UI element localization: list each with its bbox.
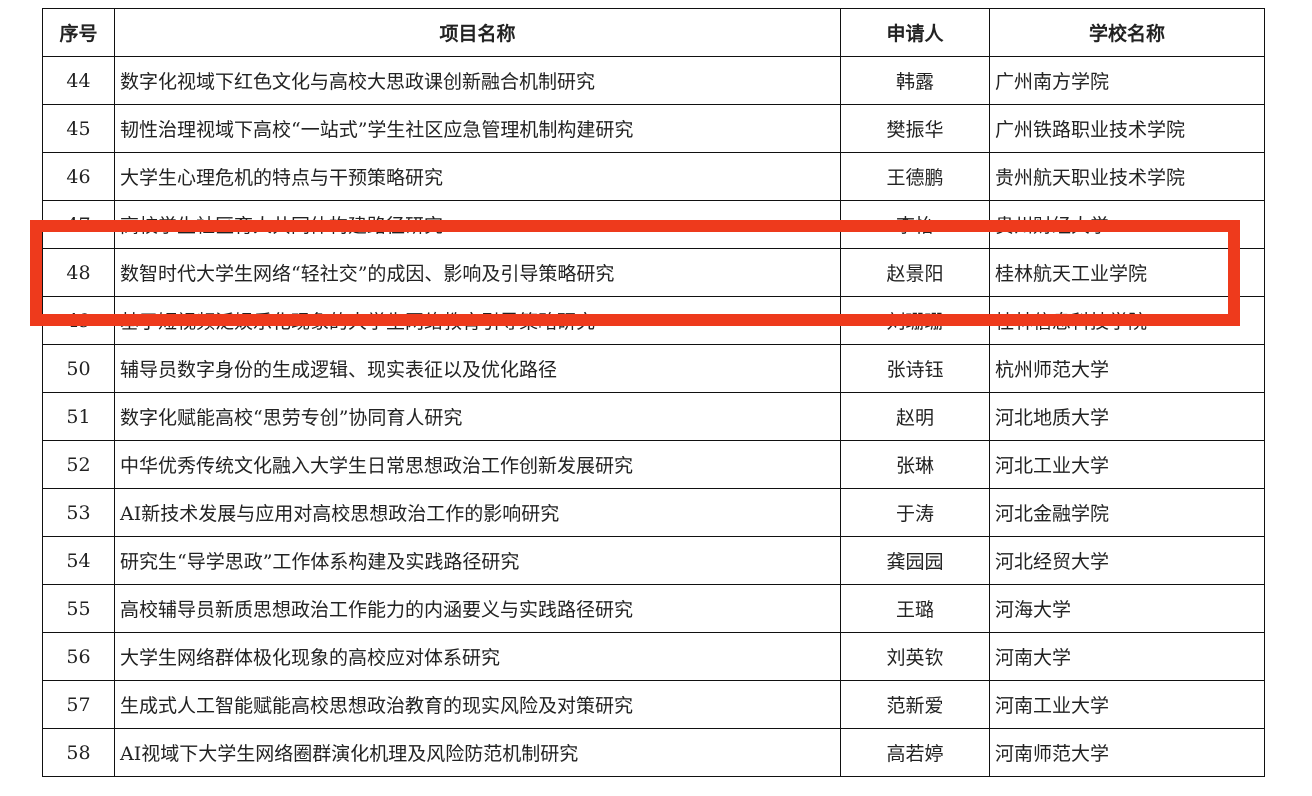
- applicant-name: 范新爱: [840, 680, 990, 729]
- table-row: 46 大学生心理危机的特点与干预策略研究 王德鹏 贵州航天职业技术学院: [42, 152, 1265, 201]
- table-row: 52 中华优秀传统文化融入大学生日常思想政治工作创新发展研究 张琳 河北工业大学: [42, 440, 1265, 489]
- project-name: 数字化视域下红色文化与高校大思政课创新融合机制研究: [114, 56, 841, 105]
- table-row: 53 AI新技术发展与应用对高校思想政治工作的影响研究 于涛 河北金融学院: [42, 488, 1265, 537]
- header-school: 学校名称: [989, 8, 1265, 57]
- table-header-row: 序号 项目名称 申请人 学校名称: [42, 8, 1265, 57]
- applicant-name: 于涛: [840, 488, 990, 537]
- row-number: 56: [42, 632, 115, 681]
- row-number: 51: [42, 392, 115, 441]
- row-number: 45: [42, 104, 115, 153]
- project-name: 高校辅导员新质思想政治工作能力的内涵要义与实践路径研究: [114, 584, 841, 633]
- school-name: 河南大学: [989, 632, 1265, 681]
- header-no: 序号: [42, 8, 115, 57]
- project-name: AI视域下大学生网络圈群演化机理及风险防范机制研究: [114, 728, 841, 777]
- table-row: 54 研究生“导学思政”工作体系构建及实践路径研究 龚园园 河北经贸大学: [42, 536, 1265, 585]
- applicant-name: 王德鹏: [840, 152, 990, 201]
- school-name: 贵州财经大学: [989, 200, 1265, 249]
- row-number: 53: [42, 488, 115, 537]
- project-list-table: 序号 项目名称 申请人 学校名称 44 数字化视域下红色文化与高校大思政课创新融合…: [42, 8, 1265, 777]
- table-row: 45 韧性治理视域下高校“一站式”学生社区应急管理机制构建研究 樊振华 广州铁路职业技…: [42, 104, 1265, 153]
- school-name: 广州南方学院: [989, 56, 1265, 105]
- row-number: 57: [42, 680, 115, 729]
- school-name: 河北经贸大学: [989, 536, 1265, 585]
- table-row: 49 基于短视频泛娱乐化现象的大学生网络教育引导策略研究 刘珊珊 桂林信息科技学院: [42, 296, 1265, 345]
- row-number: 46: [42, 152, 115, 201]
- project-name: 辅导员数字身份的生成逻辑、现实表征以及优化路径: [114, 344, 841, 393]
- school-name: 河北工业大学: [989, 440, 1265, 489]
- applicant-name: 李怡: [840, 200, 990, 249]
- table-row: 57 生成式人工智能赋能高校思想政治教育的现实风险及对策研究 范新爱 河南工业大学: [42, 680, 1265, 729]
- table-row: 48 数智时代大学生网络“轻社交”的成因、影响及引导策略研究 赵景阳 桂林航天工业学院: [42, 248, 1265, 297]
- applicant-name: 龚园园: [840, 536, 990, 585]
- row-number: 50: [42, 344, 115, 393]
- row-number: 47: [42, 200, 115, 249]
- row-number: 54: [42, 536, 115, 585]
- school-name: 河南工业大学: [989, 680, 1265, 729]
- applicant-name: 刘英钦: [840, 632, 990, 681]
- table-row: 47 高校学生社区育人共同体构建路径研究 李怡 贵州财经大学: [42, 200, 1265, 249]
- applicant-name: 张诗钰: [840, 344, 990, 393]
- project-name: 中华优秀传统文化融入大学生日常思想政治工作创新发展研究: [114, 440, 841, 489]
- project-name: 基于短视频泛娱乐化现象的大学生网络教育引导策略研究: [114, 296, 841, 345]
- header-applicant: 申请人: [840, 8, 990, 57]
- header-project: 项目名称: [114, 8, 841, 57]
- school-name: 广州铁路职业技术学院: [989, 104, 1265, 153]
- row-number: 52: [42, 440, 115, 489]
- row-number: 49: [42, 296, 115, 345]
- school-name: 桂林航天工业学院: [989, 248, 1265, 297]
- table-row: 51 数字化赋能高校“思劳专创”协同育人研究 赵明 河北地质大学: [42, 392, 1265, 441]
- row-number: 48: [42, 248, 115, 297]
- project-name: 数字化赋能高校“思劳专创”协同育人研究: [114, 392, 841, 441]
- table-row: 56 大学生网络群体极化现象的高校应对体系研究 刘英钦 河南大学: [42, 632, 1265, 681]
- project-name: 生成式人工智能赋能高校思想政治教育的现实风险及对策研究: [114, 680, 841, 729]
- project-name: AI新技术发展与应用对高校思想政治工作的影响研究: [114, 488, 841, 537]
- school-name: 河北地质大学: [989, 392, 1265, 441]
- project-name: 韧性治理视域下高校“一站式”学生社区应急管理机制构建研究: [114, 104, 841, 153]
- project-name: 数智时代大学生网络“轻社交”的成因、影响及引导策略研究: [114, 248, 841, 297]
- project-name: 高校学生社区育人共同体构建路径研究: [114, 200, 841, 249]
- applicant-name: 王璐: [840, 584, 990, 633]
- applicant-name: 刘珊珊: [840, 296, 990, 345]
- row-number: 55: [42, 584, 115, 633]
- table-row: 50 辅导员数字身份的生成逻辑、现实表征以及优化路径 张诗钰 杭州师范大学: [42, 344, 1265, 393]
- applicant-name: 樊振华: [840, 104, 990, 153]
- school-name: 杭州师范大学: [989, 344, 1265, 393]
- project-name: 大学生心理危机的特点与干预策略研究: [114, 152, 841, 201]
- row-number: 58: [42, 728, 115, 777]
- school-name: 河海大学: [989, 584, 1265, 633]
- project-name: 大学生网络群体极化现象的高校应对体系研究: [114, 632, 841, 681]
- applicant-name: 高若婷: [840, 728, 990, 777]
- row-number: 44: [42, 56, 115, 105]
- table-row: 58 AI视域下大学生网络圈群演化机理及风险防范机制研究 高若婷 河南师范大学: [42, 728, 1265, 777]
- applicant-name: 张琳: [840, 440, 990, 489]
- project-name: 研究生“导学思政”工作体系构建及实践路径研究: [114, 536, 841, 585]
- table-row: 44 数字化视域下红色文化与高校大思政课创新融合机制研究 韩露 广州南方学院: [42, 56, 1265, 105]
- school-name: 河北金融学院: [989, 488, 1265, 537]
- applicant-name: 韩露: [840, 56, 990, 105]
- applicant-name: 赵景阳: [840, 248, 990, 297]
- school-name: 贵州航天职业技术学院: [989, 152, 1265, 201]
- table-row: 55 高校辅导员新质思想政治工作能力的内涵要义与实践路径研究 王璐 河海大学: [42, 584, 1265, 633]
- school-name: 河南师范大学: [989, 728, 1265, 777]
- applicant-name: 赵明: [840, 392, 990, 441]
- school-name: 桂林信息科技学院: [989, 296, 1265, 345]
